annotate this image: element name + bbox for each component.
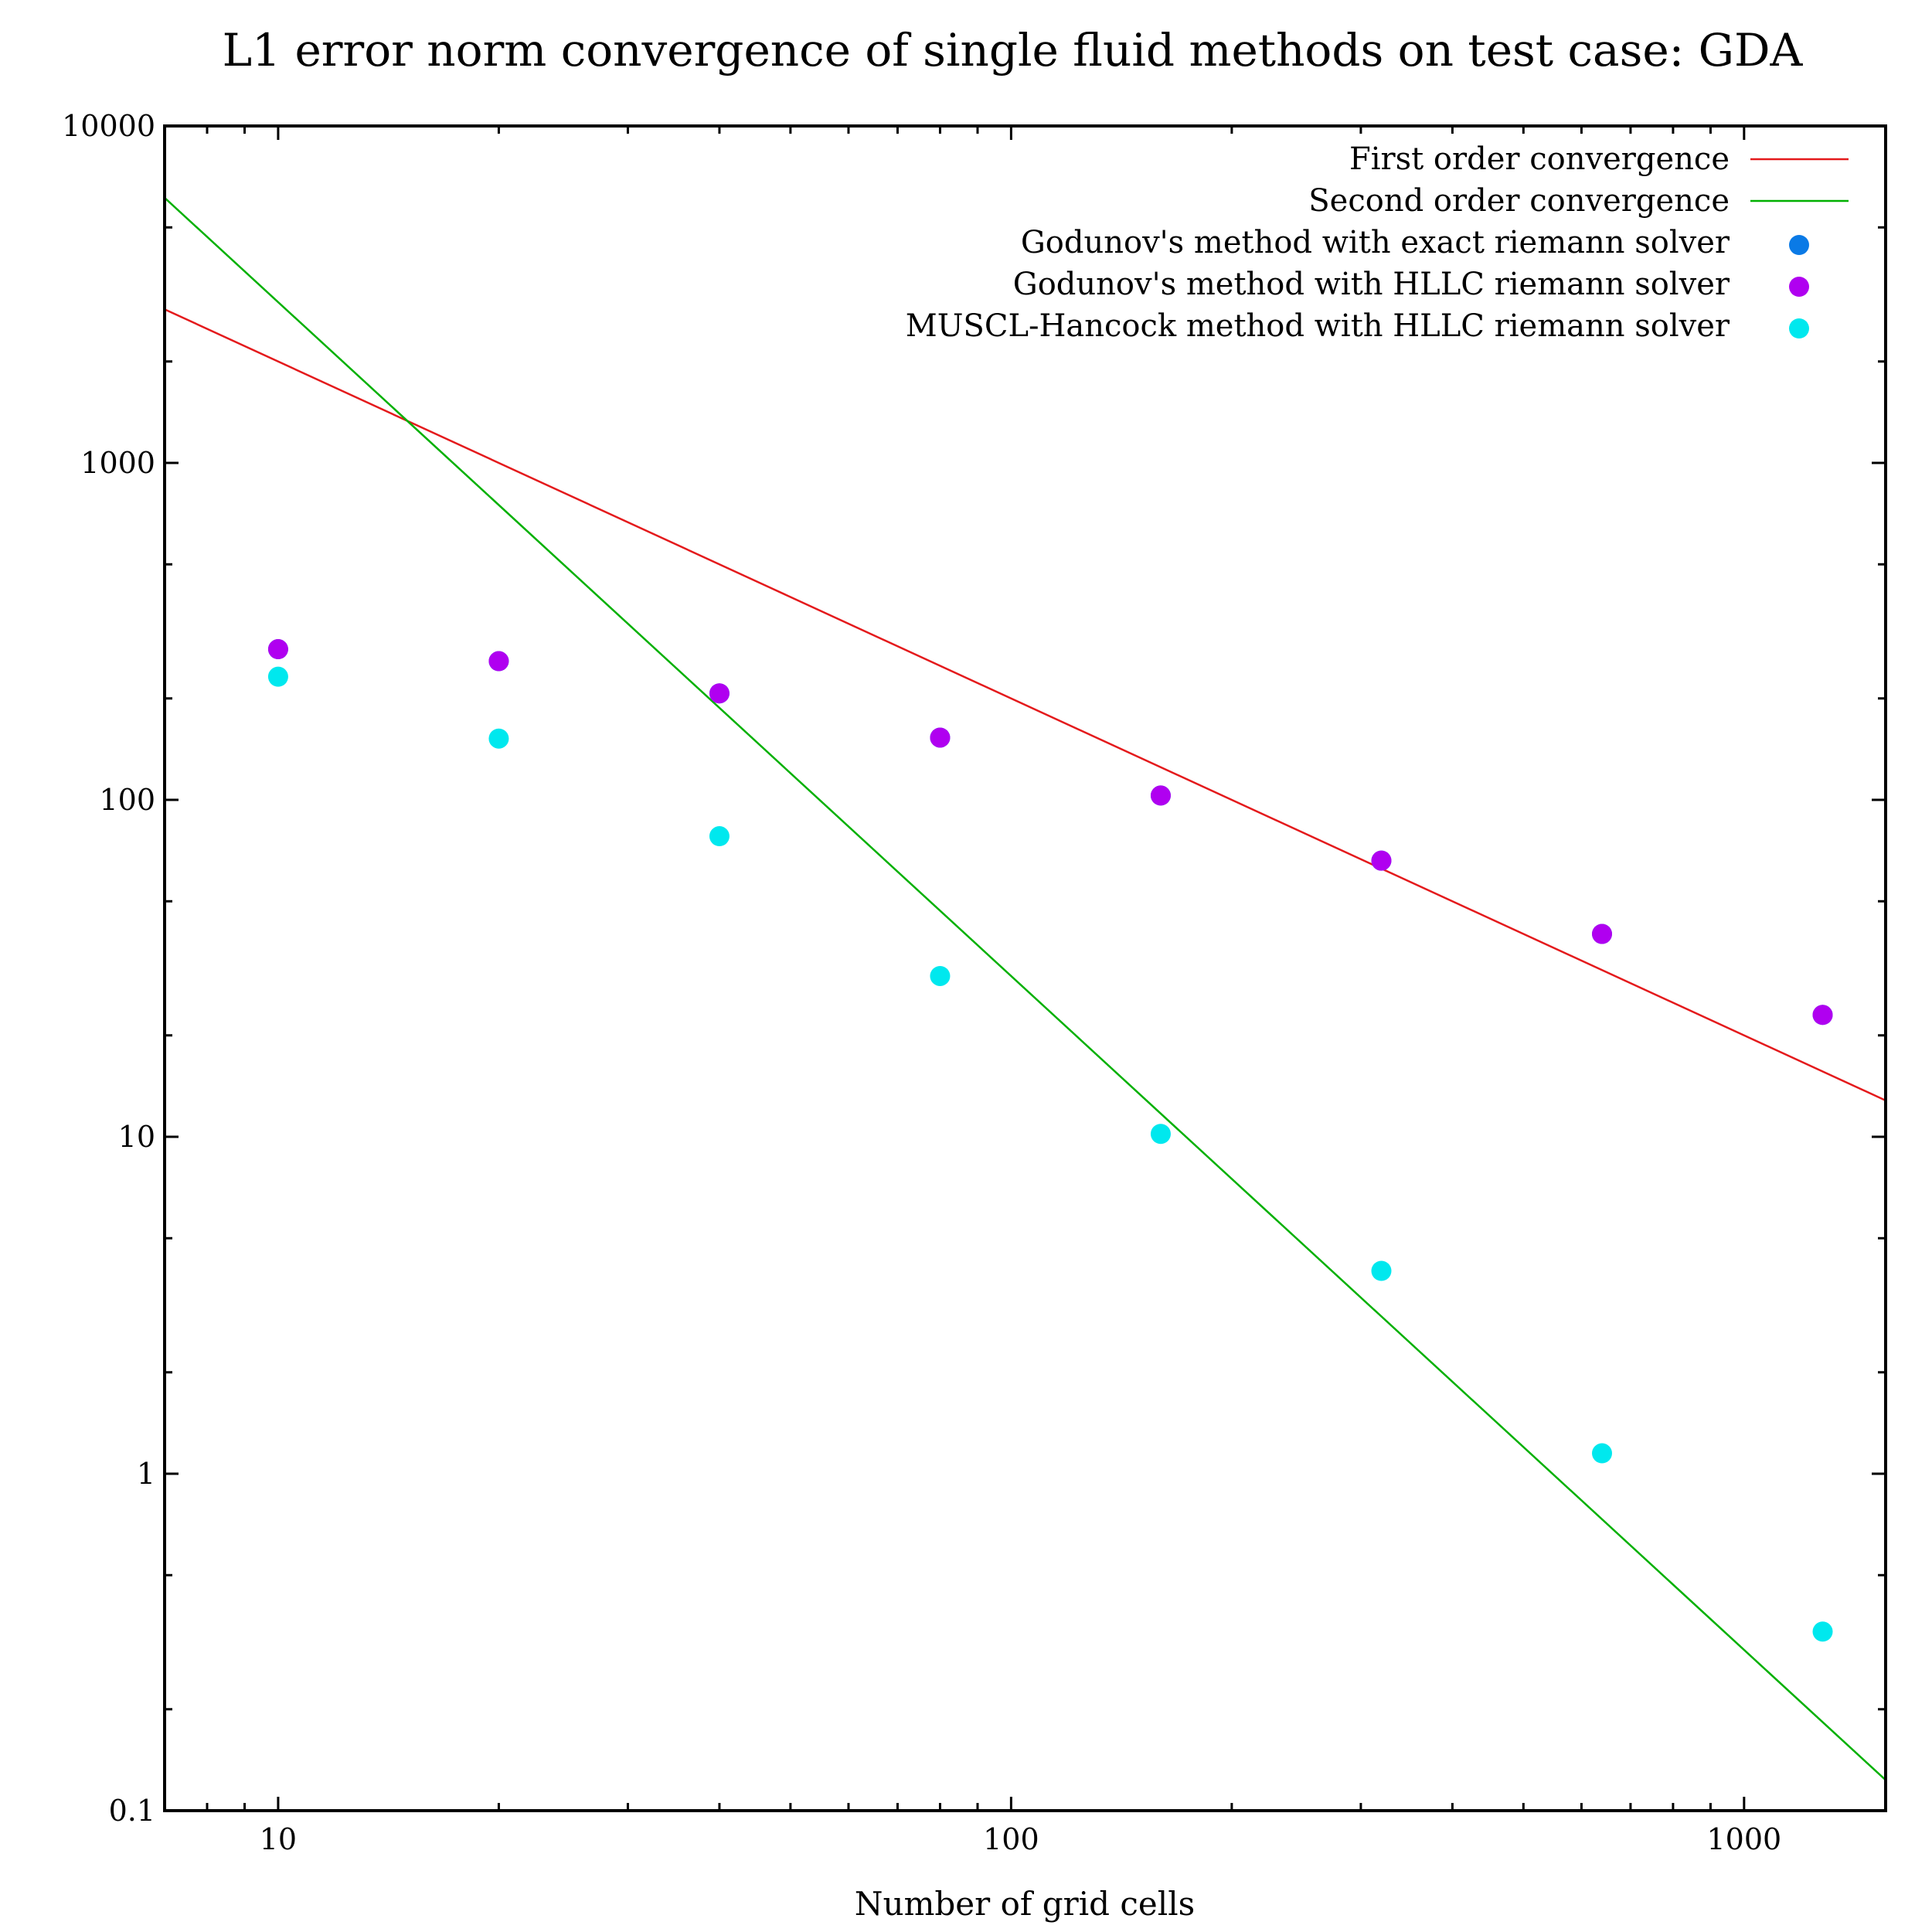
legend-entry-label: Godunov's method with HLLC riemann solve… xyxy=(1013,267,1730,302)
y-tick-label: 100 xyxy=(99,783,155,817)
x-tick-label: 10 xyxy=(260,1822,297,1856)
y-tick-label: 1000 xyxy=(80,446,155,480)
plot-area xyxy=(165,196,1886,1781)
series-4-point xyxy=(1150,1124,1171,1145)
legend-entry-label: Second order convergence xyxy=(1308,183,1730,219)
series-0-line xyxy=(165,308,1886,1102)
legend-entry-label: Godunov's method with exact riemann solv… xyxy=(1021,225,1730,260)
series-4-point xyxy=(930,965,951,986)
legend-point-swatch xyxy=(1789,318,1809,338)
series-3-point xyxy=(1150,785,1171,806)
series-4-point xyxy=(267,666,288,687)
y-tick-label: 10 xyxy=(118,1120,155,1154)
y-tick-label: 0.1 xyxy=(109,1794,155,1828)
legend-entry-label: First order convergence xyxy=(1349,141,1730,177)
series-3-point xyxy=(709,683,730,704)
y-tick-label: 1 xyxy=(137,1457,155,1491)
legend-entry-label: MUSCL-Hancock method with HLLC riemann s… xyxy=(906,308,1730,344)
series-3-point xyxy=(1371,850,1392,871)
y-tick-label: 10000 xyxy=(62,109,155,143)
series-4-point xyxy=(709,826,730,847)
plot-frame xyxy=(163,124,1887,1812)
series-1-line xyxy=(165,196,1886,1781)
series-3-point xyxy=(1592,923,1612,944)
series-4-point xyxy=(1371,1260,1392,1281)
series-3-point xyxy=(267,639,288,660)
legend: First order convergence Second order conv… xyxy=(906,141,1849,344)
x-tick-label: 1000 xyxy=(1706,1822,1781,1856)
chart-title: L1 error norm convergence of single flui… xyxy=(223,24,1804,77)
series-4-point xyxy=(1812,1621,1833,1642)
axis-ticks: 10 100 1000 0.1 1 10 100 1000 10000 xyxy=(62,109,1886,1856)
series-3-point xyxy=(1812,1005,1833,1026)
legend-point-swatch xyxy=(1789,277,1809,297)
legend-point-swatch xyxy=(1789,235,1809,255)
series-4-point xyxy=(1592,1443,1612,1464)
series-3-point xyxy=(488,651,509,672)
series-4-point xyxy=(488,728,509,749)
x-axis-label: Number of grid cells xyxy=(855,1885,1195,1923)
x-tick-label: 100 xyxy=(983,1822,1039,1856)
series-3-point xyxy=(930,727,951,748)
